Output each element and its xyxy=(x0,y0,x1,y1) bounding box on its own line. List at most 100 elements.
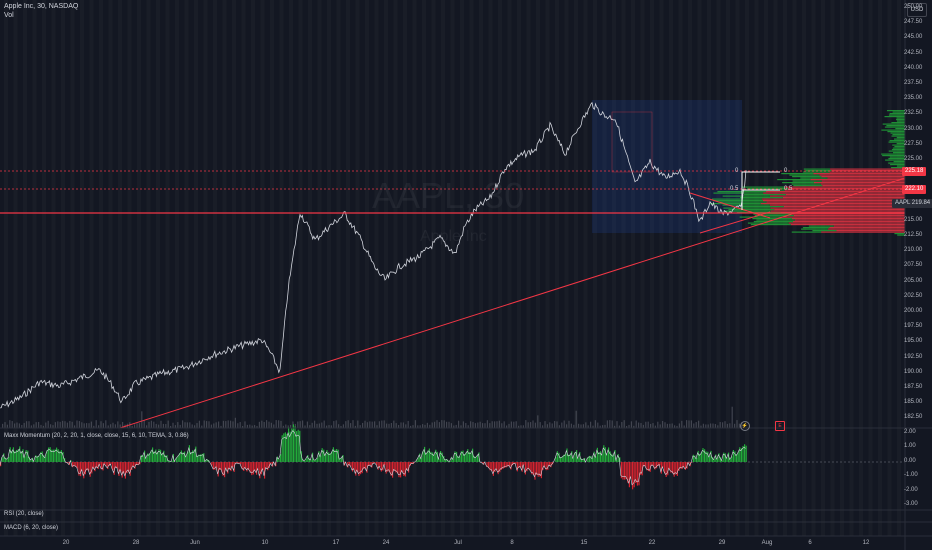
momentum-bar xyxy=(150,450,152,462)
momentum-bar xyxy=(603,445,605,462)
momentum-bar xyxy=(260,462,262,475)
volume-bar xyxy=(134,424,136,428)
momentum-bar xyxy=(33,461,35,462)
momentum-bar xyxy=(28,456,30,462)
symbol-title[interactable]: Apple Inc, 30, NASDAQ xyxy=(4,3,79,10)
momentum-bar xyxy=(171,461,173,462)
volume-bar xyxy=(590,421,592,428)
currency-button[interactable]: USD xyxy=(907,3,927,17)
volume-profile-row xyxy=(754,215,794,217)
momentum-bar xyxy=(358,462,360,476)
momentum-bar xyxy=(664,462,666,474)
momentum-bar xyxy=(107,462,109,470)
volume-bar xyxy=(532,420,534,428)
volume-bar xyxy=(695,422,697,428)
momentum-bar xyxy=(398,462,400,478)
momentum-bar xyxy=(313,459,315,462)
momentum-bar xyxy=(3,453,5,462)
momentum-bar xyxy=(180,450,182,462)
price-tick-label: 202.50 xyxy=(904,292,923,299)
momentum-bar xyxy=(251,462,253,476)
volume-bar xyxy=(462,421,464,428)
volume-bar xyxy=(635,420,637,428)
macd-title[interactable]: MACD (6, 20, close) xyxy=(4,525,59,531)
volume-bar xyxy=(42,425,44,428)
volume-bar xyxy=(542,425,544,428)
momentum-title[interactable]: Maxx Momentum (20, 2, 20, 1, close, clos… xyxy=(4,433,189,439)
volume-profile-row xyxy=(894,138,905,140)
momentum-bar xyxy=(368,462,370,467)
volume-bar xyxy=(664,422,666,428)
volume-bar xyxy=(611,420,613,428)
volume-bar xyxy=(218,421,220,428)
volume-bar xyxy=(395,423,397,428)
momentum-bar xyxy=(281,435,283,462)
wedge-lower-line xyxy=(699,211,771,234)
momentum-tick-label: 0.00 xyxy=(904,457,916,464)
momentum-bar xyxy=(44,456,46,462)
momentum-bar xyxy=(262,462,264,471)
volume-legend[interactable]: Vol xyxy=(4,12,14,19)
momentum-bar xyxy=(121,462,123,478)
session-stripe xyxy=(517,0,521,536)
volume-bar xyxy=(203,420,205,428)
momentum-bar xyxy=(286,433,288,462)
rsi-title[interactable]: RSI (20, close) xyxy=(4,511,44,517)
momentum-bar xyxy=(38,455,40,462)
momentum-bar xyxy=(702,448,704,462)
momentum-bar xyxy=(403,462,405,476)
momentum-bar xyxy=(232,462,234,467)
volume-bar xyxy=(666,423,668,428)
momentum-bar xyxy=(206,458,208,462)
volume-profile-row xyxy=(819,174,905,176)
momentum-bar xyxy=(638,462,640,486)
lightning-icon[interactable]: ⚡ xyxy=(740,421,750,431)
momentum-bar xyxy=(195,446,197,462)
volume-bar xyxy=(285,424,287,428)
momentum-bar xyxy=(366,462,368,473)
momentum-bar xyxy=(422,450,424,462)
volume-bar xyxy=(196,423,198,428)
drawings[interactable] xyxy=(0,111,906,429)
volume-profile-row xyxy=(777,179,811,181)
momentum-bar xyxy=(216,462,218,468)
volume-profile-row xyxy=(753,213,793,215)
volume-bar xyxy=(386,423,388,428)
volume-profile-row xyxy=(784,189,905,191)
volume-bar xyxy=(597,422,599,428)
momentum-bar xyxy=(376,462,378,466)
momentum-bar xyxy=(352,462,354,472)
volume-bar xyxy=(45,422,47,428)
session-stripe xyxy=(640,0,645,536)
momentum-bar xyxy=(204,461,206,462)
momentum-bar xyxy=(740,448,742,462)
volume-bar xyxy=(230,420,232,428)
volume-profile-row xyxy=(713,192,764,194)
session-stripe xyxy=(137,0,141,536)
momentum-bar xyxy=(17,449,19,462)
volume-bar xyxy=(470,421,472,428)
session-stripe xyxy=(726,0,730,536)
volume-bar xyxy=(323,420,325,428)
earnings-icon[interactable]: E xyxy=(775,421,785,431)
momentum-tick-label: -2.00 xyxy=(904,486,918,493)
volume-bar xyxy=(311,422,313,428)
momentum-bar xyxy=(683,462,685,468)
momentum-bar xyxy=(139,462,141,465)
session-stripe xyxy=(42,0,46,536)
momentum-bar xyxy=(467,449,469,462)
volume-profile-row xyxy=(790,224,905,226)
volume-bar xyxy=(347,420,349,428)
momentum-bar xyxy=(214,462,216,470)
momentum-bar xyxy=(8,456,10,462)
volume-bar xyxy=(453,425,455,428)
volume-bar xyxy=(210,424,212,428)
volume-profile-row xyxy=(887,131,905,133)
price-tick-label: 247.50 xyxy=(904,19,923,26)
volume-profile-row xyxy=(890,132,905,134)
volume-bar xyxy=(352,420,354,428)
momentum-bar xyxy=(227,462,229,474)
volume-bar xyxy=(659,424,661,428)
momentum-bar xyxy=(360,462,362,475)
